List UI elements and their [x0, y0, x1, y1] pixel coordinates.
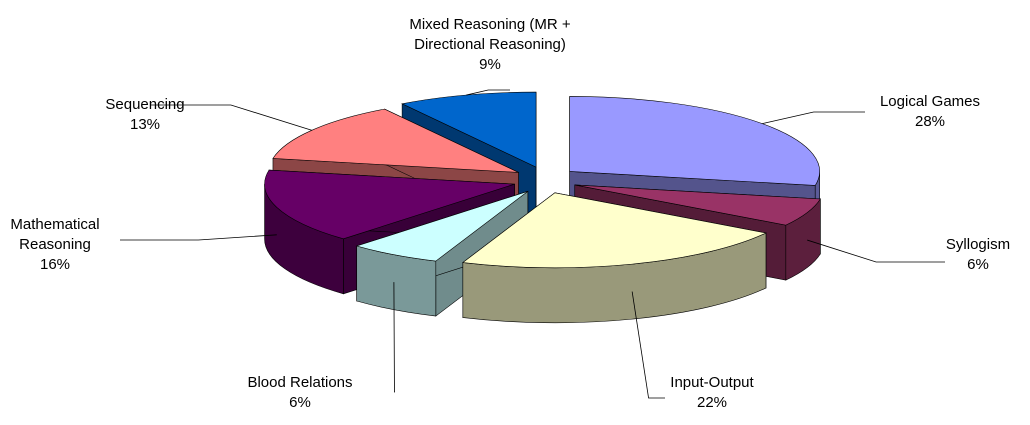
slice-top	[272, 108, 519, 173]
value-label: 6%	[289, 394, 311, 411]
data-label: Logical Games 28%	[860, 92, 1000, 132]
data-label: Input-Output 22%	[652, 373, 772, 413]
value-label: 16%	[39, 256, 71, 273]
value-label: 6%	[967, 256, 989, 273]
value-label: 9%	[479, 56, 501, 73]
leader-line	[120, 234, 277, 241]
data-label: Syllogism 6%	[918, 235, 1030, 275]
category-label: Syllogism	[945, 236, 1011, 253]
slice-top	[574, 184, 821, 226]
data-label: Sequencing 13%	[85, 95, 205, 135]
leader-line	[762, 111, 865, 125]
data-label: Mixed Reasoning (MR + Directional Reason…	[390, 15, 590, 75]
data-label: Blood Relations 6%	[220, 373, 380, 413]
slice	[462, 192, 767, 324]
category-label: Sequencing	[105, 96, 185, 113]
category-label: Mathematical Reasoning	[10, 216, 100, 253]
leader-line	[150, 104, 312, 131]
category-label: Input-Output	[670, 374, 754, 391]
leader-line	[466, 89, 510, 96]
data-label: Mathematical Reasoning 16%	[0, 215, 120, 275]
value-label: 28%	[914, 113, 946, 130]
slice-top	[569, 96, 820, 186]
category-label: Mixed Reasoning (MR + Directional Reason…	[409, 16, 571, 53]
leader-line	[393, 282, 395, 393]
slice-top	[355, 191, 529, 262]
leader-line	[631, 291, 665, 399]
value-label: 22%	[696, 394, 728, 411]
value-label: 13%	[129, 116, 161, 133]
slice-top	[462, 192, 767, 269]
leader-line	[807, 239, 945, 263]
category-label: Blood Relations	[247, 374, 353, 391]
category-label: Logical Games	[879, 93, 981, 110]
slice-top	[264, 169, 515, 240]
